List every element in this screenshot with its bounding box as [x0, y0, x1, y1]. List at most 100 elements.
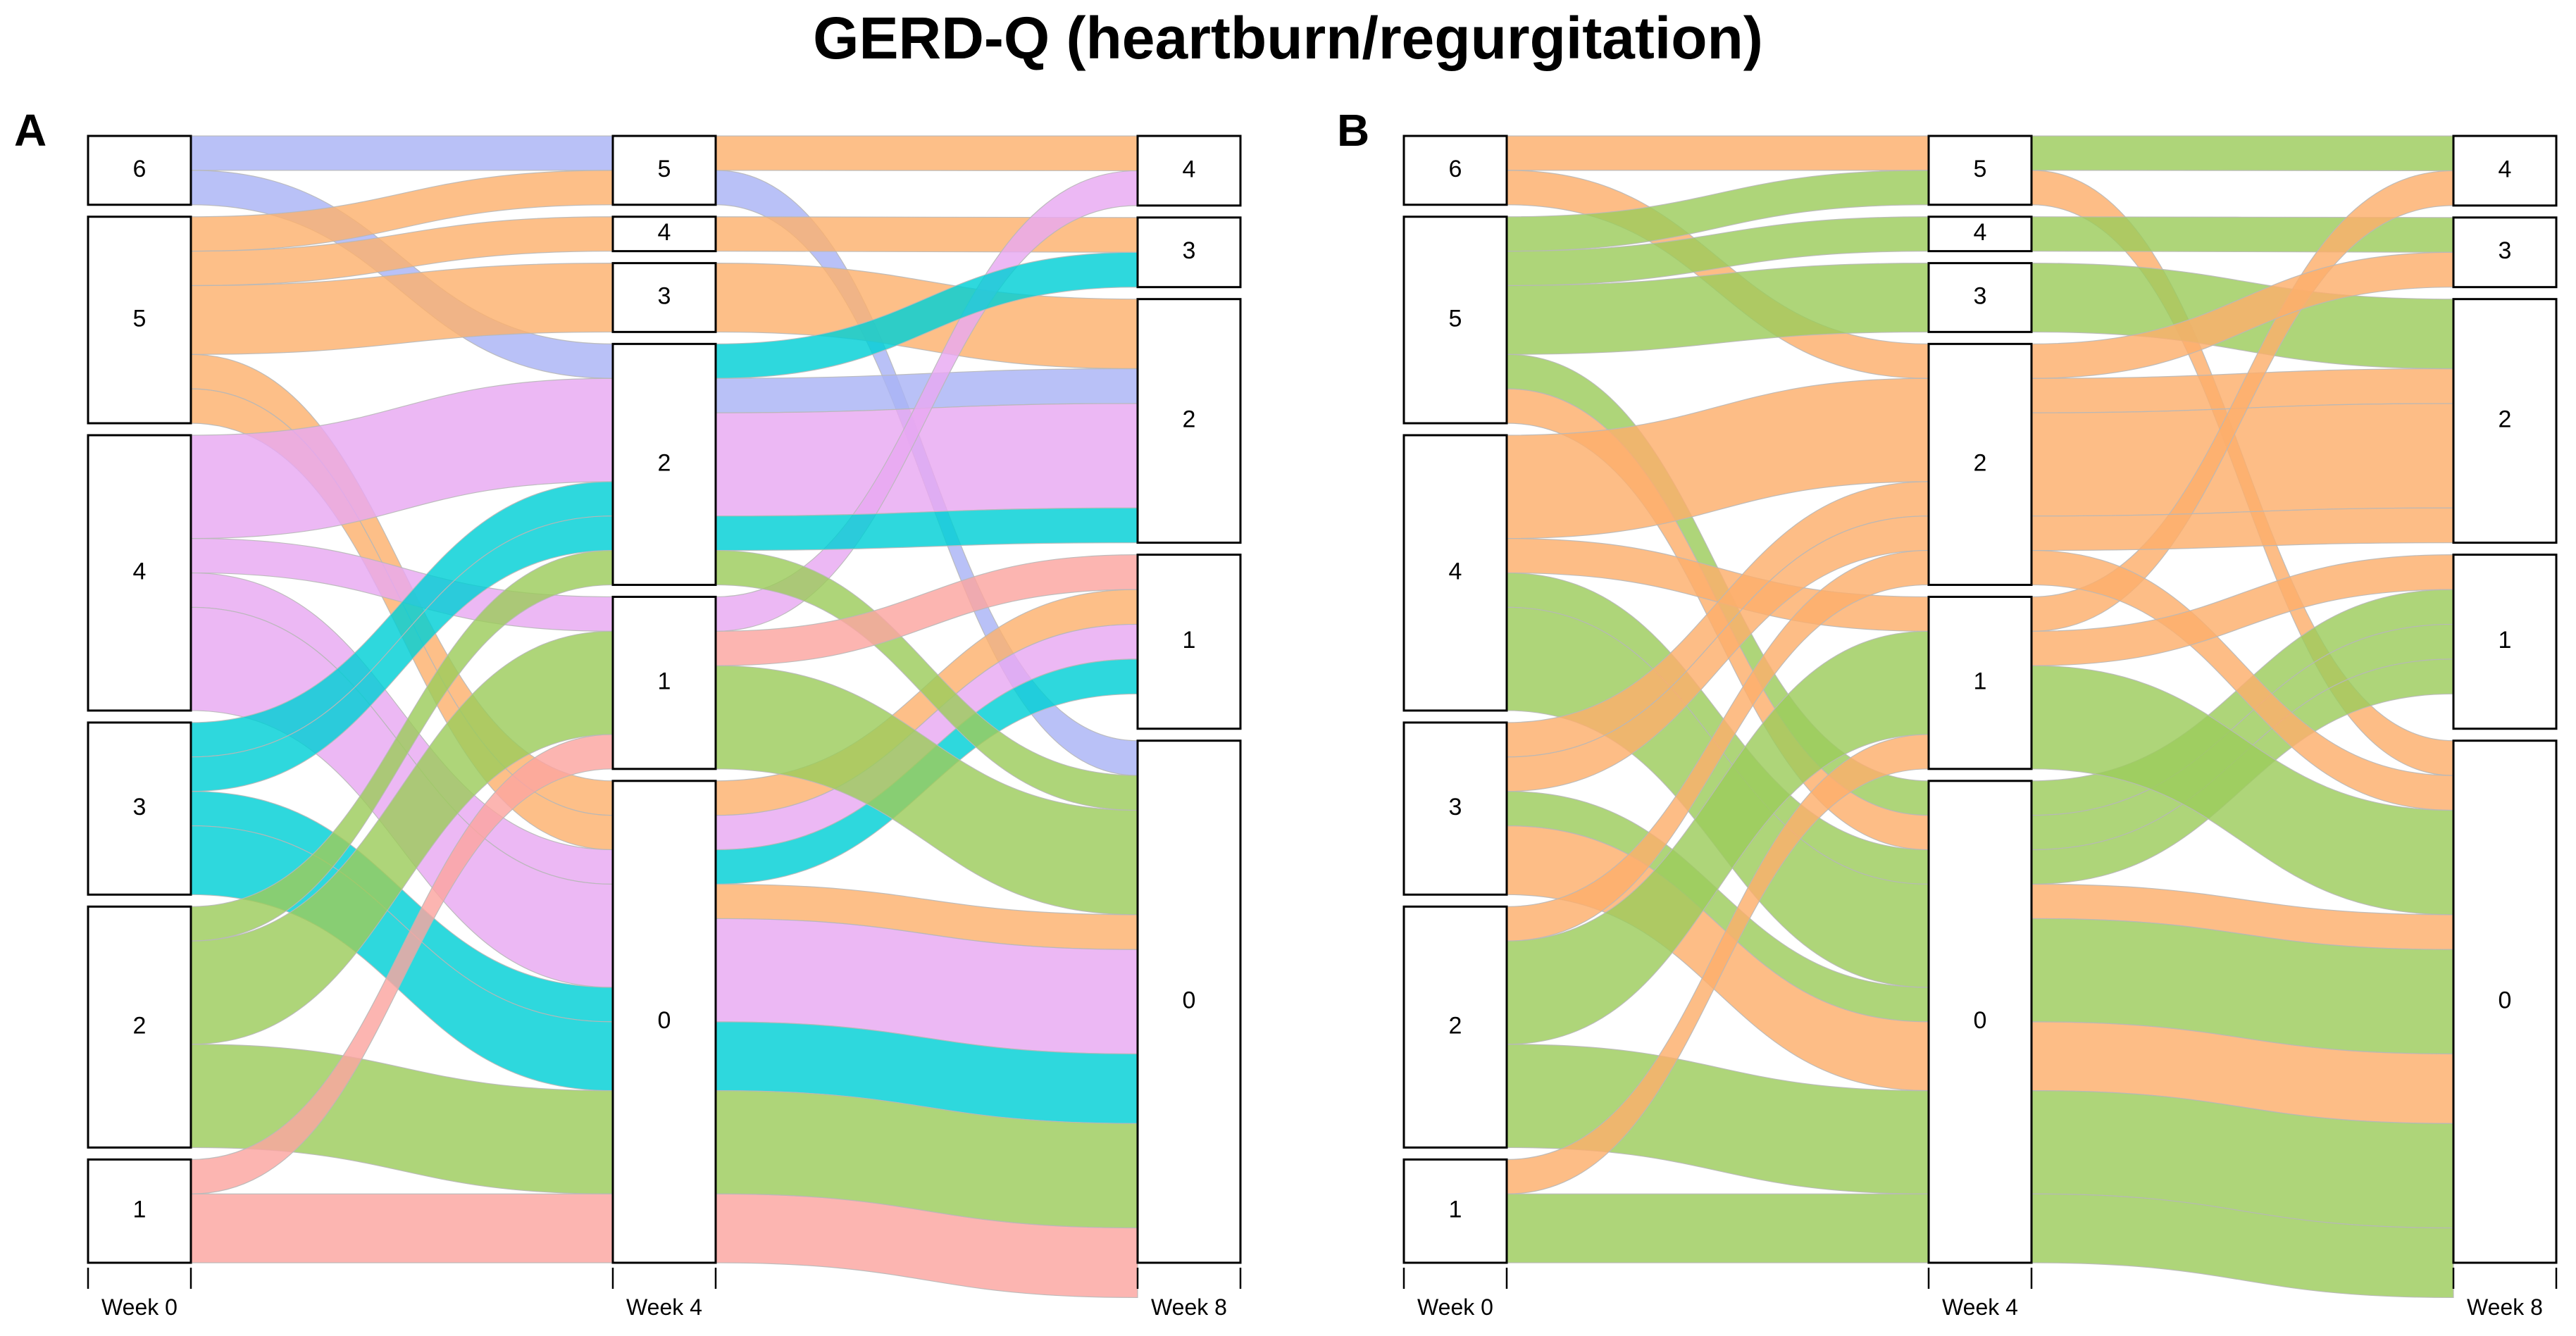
stratum-label-b-axis0-6: 6: [1449, 156, 1462, 182]
stratum-label-a-axis1-0: 0: [658, 1007, 671, 1034]
stratum-box-a-axis2-3: [1136, 216, 1242, 289]
stratum-box-b-axis1-2: [1927, 342, 2033, 586]
axis-tick-a-1: [611, 1268, 717, 1289]
stratum-label-b-axis1-4: 4: [1974, 219, 1987, 246]
flow-b-seg1-6-to-5-0: [1506, 135, 1929, 171]
stratum-label-b-axis2-3: 3: [2499, 237, 2512, 264]
stratum-box-a-axis0-3: [87, 721, 192, 896]
stratum-label-a-axis0-2: 2: [133, 1012, 147, 1039]
stratum-label-b-axis1-1: 1: [1974, 668, 1987, 695]
stratum-box-b-axis0-1: [1402, 1158, 1508, 1264]
panel-label-a: A: [14, 105, 47, 156]
stratum-label-b-axis0-2: 2: [1449, 1012, 1462, 1039]
flow-a-seg2-0-to-0-19: [715, 1193, 1138, 1299]
stratum-label-b-axis0-1: 1: [1449, 1197, 1462, 1223]
stratum-label-b-axis2-4: 4: [2499, 156, 2512, 182]
stratum-label-a-axis2-1: 1: [1183, 627, 1196, 654]
axis-tick-b-1: [1927, 1268, 2033, 1289]
stratum-label-b-axis2-0: 0: [2499, 987, 2512, 1013]
stratum-label-b-axis0-3: 3: [1449, 794, 1462, 820]
stratum-box-a-axis1-0: [611, 780, 717, 1264]
stratum-label-b-axis1-0: 0: [1974, 1007, 1987, 1034]
axis-label-b-1: Week 4: [1942, 1294, 2018, 1320]
flows-group: [190, 135, 1138, 1299]
stratum-box-b-axis1-5: [1927, 135, 2033, 206]
stratum-box-a-axis0-2: [87, 905, 192, 1149]
strata-group: 6 5 4 3 2 1 5 4 3 2 1 0 4 3 2 1 0: [1402, 135, 2558, 1264]
stratum-label-a-axis0-5: 5: [133, 305, 147, 332]
stratum-box-a-axis1-2: [611, 342, 717, 586]
stratum-box-b-axis1-1: [1927, 595, 2033, 770]
stratum-box-a-axis2-0: [1136, 739, 1242, 1264]
flow-b-seg2-4-to-3-3: [2031, 216, 2454, 253]
flows-group: [1506, 135, 2454, 1299]
stratum-box-b-axis1-4: [1927, 216, 2033, 253]
stratum-box-a-axis2-2: [1136, 298, 1242, 544]
stratum-label-a-axis1-4: 4: [658, 219, 671, 246]
stratum-label-b-axis0-4: 4: [1449, 558, 1462, 585]
stratum-label-a-axis1-2: 2: [658, 449, 671, 476]
flow-b-seg2-2-to-2-7: [2031, 403, 2454, 517]
flow-a-seg2-4-to-3-3: [715, 216, 1138, 253]
stratum-box-a-axis1-5: [611, 135, 717, 206]
stratum-box-b-axis0-3: [1402, 721, 1508, 896]
stratum-box-b-axis2-3: [2452, 216, 2558, 289]
stratum-label-a-axis2-0: 0: [1183, 987, 1196, 1013]
stratum-box-a-axis1-4: [611, 216, 717, 253]
stratum-label-b-axis1-2: 2: [1974, 449, 1987, 476]
stratum-label-a-axis2-3: 3: [1183, 237, 1196, 264]
axis-tick-a-2: [1136, 1268, 1242, 1289]
axis-tick-a-0: [87, 1268, 192, 1289]
stratum-box-b-axis0-4: [1402, 434, 1508, 712]
stratum-label-b-axis1-5: 5: [1974, 156, 1987, 182]
stratum-box-b-axis2-2: [2452, 298, 2558, 544]
stratum-label-b-axis2-2: 2: [2499, 406, 2512, 433]
stratum-label-a-axis2-2: 2: [1183, 406, 1196, 433]
flow-a-seg1-6-to-5-0: [190, 135, 614, 171]
stratum-box-a-axis1-3: [611, 262, 717, 333]
stratum-box-b-axis0-5: [1402, 216, 1508, 425]
stratum-label-a-axis0-6: 6: [133, 156, 147, 182]
flow-b-seg1-1-to-0-19: [1506, 1193, 1929, 1263]
axis-tick-b-0: [1402, 1268, 1508, 1289]
stratum-label-a-axis0-3: 3: [133, 794, 147, 820]
alluvial-panel-a: 6 5 4 3 2 1 5 4 3 2 1 0 4 3 2 1 0 Week 0 Week 4 Week 8: [87, 135, 1242, 1320]
axis-label-b-0: Week 0: [1417, 1294, 1493, 1320]
flow-a-seg2-2-to-2-7: [715, 403, 1138, 517]
flow-b-seg2-5-to-4-2: [2031, 135, 2454, 172]
stratum-box-b-axis0-6: [1402, 135, 1508, 206]
strata-group: 6 5 4 3 2 1 5 4 3 2 1 0 4 3 2 1 0: [87, 135, 1242, 1264]
stratum-box-a-axis1-1: [611, 595, 717, 770]
axis-tick-b-2: [2452, 1268, 2558, 1289]
axis-group: Week 0 Week 4 Week 8: [87, 1268, 1242, 1320]
stratum-box-b-axis1-3: [1927, 262, 2033, 333]
stratum-label-a-axis1-3: 3: [658, 282, 671, 309]
chart-title: GERD-Q (heartburn/regurgitation): [813, 5, 1763, 71]
axis-label-a-2: Week 8: [1151, 1294, 1227, 1320]
stratum-label-b-axis0-5: 5: [1449, 305, 1462, 332]
axis-label-a-1: Week 4: [626, 1294, 702, 1320]
stratum-box-b-axis2-4: [2452, 135, 2558, 207]
stratum-label-a-axis1-5: 5: [658, 156, 671, 182]
stratum-box-b-axis2-1: [2452, 554, 2558, 730]
axis-group: Week 0 Week 4 Week 8: [1402, 1268, 2558, 1320]
alluvial-panel-b: 6 5 4 3 2 1 5 4 3 2 1 0 4 3 2 1 0 Week 0 Week 4 Week 8: [1402, 135, 2558, 1320]
stratum-label-a-axis0-1: 1: [133, 1197, 147, 1223]
stratum-label-b-axis2-1: 1: [2499, 627, 2512, 654]
flow-a-seg1-1-to-0-19: [190, 1193, 614, 1263]
stratum-box-b-axis0-2: [1402, 905, 1508, 1149]
stratum-label-a-axis2-4: 4: [1183, 156, 1196, 182]
stratum-box-b-axis1-0: [1927, 780, 2033, 1264]
axis-label-b-2: Week 8: [2467, 1294, 2543, 1320]
flow-b-seg2-0-to-0-19: [2031, 1193, 2454, 1299]
stratum-box-a-axis0-6: [87, 135, 192, 206]
axis-label-a-0: Week 0: [101, 1294, 178, 1320]
stratum-label-b-axis1-3: 3: [1974, 282, 1987, 309]
stratum-box-a-axis2-4: [1136, 135, 1242, 207]
stratum-box-a-axis2-1: [1136, 554, 1242, 730]
panel-label-b: B: [1337, 105, 1370, 156]
stratum-box-a-axis0-1: [87, 1158, 192, 1264]
stratum-label-a-axis1-1: 1: [658, 668, 671, 695]
stratum-label-a-axis0-4: 4: [133, 558, 147, 585]
stratum-box-a-axis0-5: [87, 216, 192, 425]
